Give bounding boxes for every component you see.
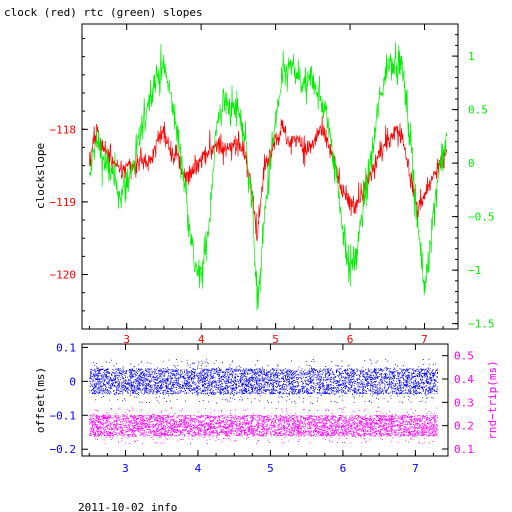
rtc-series [89, 42, 448, 311]
clock-line [89, 115, 448, 242]
bottom-axes: 3 4 5 6 7 0.1 0 −0.1 −0.2 0.5 0.4 0.3 0.2 0.1 [50, 341, 475, 475]
top-xtick-label: 3 [123, 333, 130, 346]
bottom-ylabel: offset(ms) [34, 367, 47, 433]
bottom-ytick-label: 0 [69, 375, 76, 388]
bottom-xtick-label: 6 [340, 462, 347, 475]
bottom-ytick-label: −0.2 [50, 443, 77, 456]
offset-series [89, 358, 438, 404]
rtt-points [89, 407, 438, 445]
bottom-xtick-label: 4 [195, 462, 202, 475]
bottom-y2tick-label: 0.5 [454, 350, 474, 363]
top-y2tick-label: −1 [468, 264, 481, 277]
bottom-ytick-label: 0.1 [56, 341, 76, 354]
top-panel: 3 4 5 6 7 −118 −119 −120 1 0.5 0 −0.5 −1 −1.5 clocksl… [34, 23, 495, 346]
top-ytick-label: −120 [50, 269, 77, 282]
top-xtick-label: 7 [421, 333, 428, 346]
bottom-xtick-label: 5 [267, 462, 274, 475]
top-xtick-label: 6 [347, 333, 354, 346]
top-y2tick-label: 1 [468, 50, 475, 63]
bottom-xtick-label: 3 [122, 462, 129, 475]
rtt-series [89, 407, 438, 445]
top-ylabel: clockslope [34, 143, 47, 209]
top-y2tick-label: −0.5 [468, 211, 495, 224]
bottom-panel-frame [81, 343, 449, 457]
top-axes: 3 4 5 6 7 −118 −119 −120 1 0.5 0 −0.5 −1 −1.5 [50, 24, 495, 346]
clock-series [89, 115, 448, 242]
top-xtick-label: 4 [198, 333, 205, 346]
bottom-y2tick-label: 0.2 [454, 420, 474, 433]
top-xtick-label: 5 [272, 333, 279, 346]
bottom-ytick-label: −0.1 [50, 409, 77, 422]
top-y2tick-label: −1.5 [468, 318, 495, 331]
bottom-y2tick-label: 0.4 [454, 373, 474, 386]
top-panel-frame [81, 23, 459, 330]
footer-info: 2011-10-02 info [78, 501, 177, 512]
offset-points [89, 358, 438, 404]
bottom-y2tick-label: 0.3 [454, 396, 474, 409]
top-y2tick-label: 0 [468, 157, 475, 170]
bottom-xtick-label: 7 [412, 462, 419, 475]
top-ytick-label: −118 [50, 123, 77, 136]
chart-title: clock (red) rtc (green) slopes [4, 6, 203, 19]
top-ytick-label: −119 [50, 196, 77, 209]
rtc-line [89, 42, 448, 311]
bottom-panel: 3 4 5 6 7 0.1 0 −0.1 −0.2 0.5 0.4 0.3 0.2 0.1 offset(… [34, 341, 499, 475]
top-y2tick-label: 0.5 [468, 104, 488, 117]
bottom-y2label: rnd−trip(ms) [486, 360, 499, 439]
bottom-y2tick-label: 0.1 [454, 443, 474, 456]
